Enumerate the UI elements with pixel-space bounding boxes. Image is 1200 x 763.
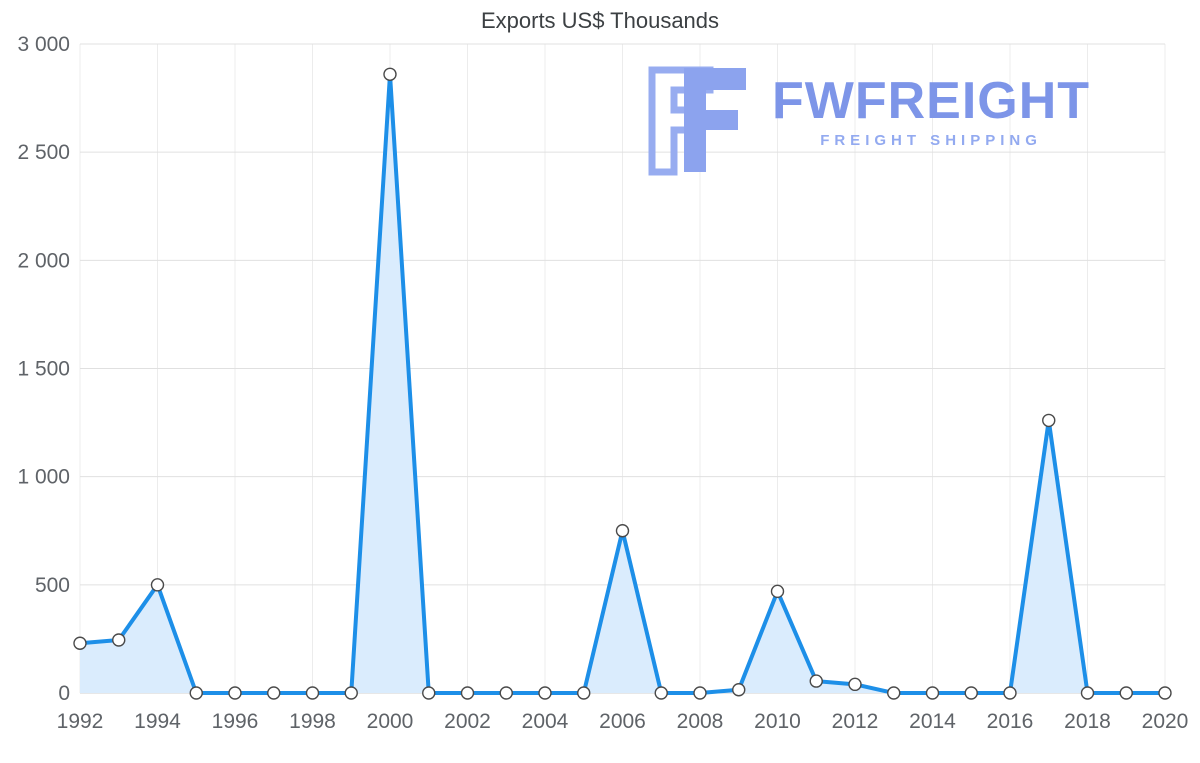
data-point-marker bbox=[693, 686, 707, 700]
data-point-marker bbox=[577, 686, 591, 700]
data-point-marker bbox=[150, 578, 165, 592]
y-tick-label: 500 bbox=[35, 574, 70, 597]
data-point-marker bbox=[925, 686, 940, 700]
x-tick-label: 2020 bbox=[1142, 710, 1189, 733]
watermark: FWFREIGHT FREIGHT SHIPPING bbox=[648, 66, 1090, 176]
x-tick-label: 2014 bbox=[909, 710, 956, 733]
x-tick-label: 1996 bbox=[212, 710, 259, 733]
data-point-marker bbox=[538, 686, 552, 700]
x-tick-label: 2018 bbox=[1064, 710, 1111, 733]
data-point-marker bbox=[228, 686, 242, 700]
data-point-marker bbox=[189, 686, 203, 700]
x-tick-label: 1992 bbox=[57, 710, 104, 733]
data-point-marker bbox=[1080, 686, 1095, 700]
x-tick-label: 2016 bbox=[987, 710, 1034, 733]
fwfreight-logo-icon bbox=[648, 66, 746, 176]
y-tick-label: 0 bbox=[58, 682, 70, 705]
y-tick-label: 2 000 bbox=[17, 249, 70, 272]
data-point-marker bbox=[1042, 413, 1056, 428]
data-point-marker bbox=[1003, 686, 1017, 700]
chart-title: Exports US$ Thousands bbox=[480, 8, 720, 33]
y-tick-label: 3 000 bbox=[17, 33, 70, 56]
watermark-brand: FWFREIGHT bbox=[772, 72, 1091, 130]
x-tick-label: 1994 bbox=[134, 710, 181, 733]
data-point-marker bbox=[964, 686, 978, 700]
x-tick-label: 2004 bbox=[522, 710, 569, 733]
x-tick-label: 2006 bbox=[599, 710, 646, 733]
x-tick-label: 2010 bbox=[754, 710, 801, 733]
data-point-marker bbox=[809, 674, 823, 688]
data-point-marker bbox=[305, 686, 320, 700]
watermark-tagline: FREIGHT SHIPPING bbox=[820, 132, 1042, 150]
x-tick-label: 2008 bbox=[677, 710, 724, 733]
y-tick-label: 1 500 bbox=[17, 358, 70, 381]
data-point-marker bbox=[422, 686, 436, 700]
data-point-marker bbox=[383, 67, 397, 81]
data-point-marker bbox=[499, 686, 513, 700]
data-point-marker bbox=[112, 633, 126, 647]
data-point-marker bbox=[1158, 686, 1172, 700]
area-fill bbox=[80, 74, 1165, 693]
data-point-marker bbox=[344, 686, 358, 700]
data-point-marker bbox=[887, 686, 901, 700]
watermark-text: FWFREIGHT FREIGHT SHIPPING bbox=[772, 66, 1090, 149]
x-tick-label: 2000 bbox=[367, 710, 414, 733]
data-point-marker bbox=[460, 686, 475, 700]
data-point-marker bbox=[267, 686, 281, 700]
data-point-marker bbox=[770, 584, 785, 599]
data-point-marker bbox=[1119, 686, 1133, 700]
y-tick-label: 2 500 bbox=[17, 141, 70, 164]
y-tick-label: 1 000 bbox=[17, 466, 70, 489]
data-point-marker bbox=[732, 683, 746, 697]
x-tick-label: 2012 bbox=[832, 710, 879, 733]
data-point-marker bbox=[848, 677, 862, 692]
x-tick-label: 1998 bbox=[289, 710, 336, 733]
data-point-marker bbox=[615, 524, 630, 538]
x-tick-label: 2002 bbox=[444, 710, 491, 733]
data-point-marker bbox=[654, 686, 668, 700]
data-point-marker bbox=[73, 636, 87, 650]
